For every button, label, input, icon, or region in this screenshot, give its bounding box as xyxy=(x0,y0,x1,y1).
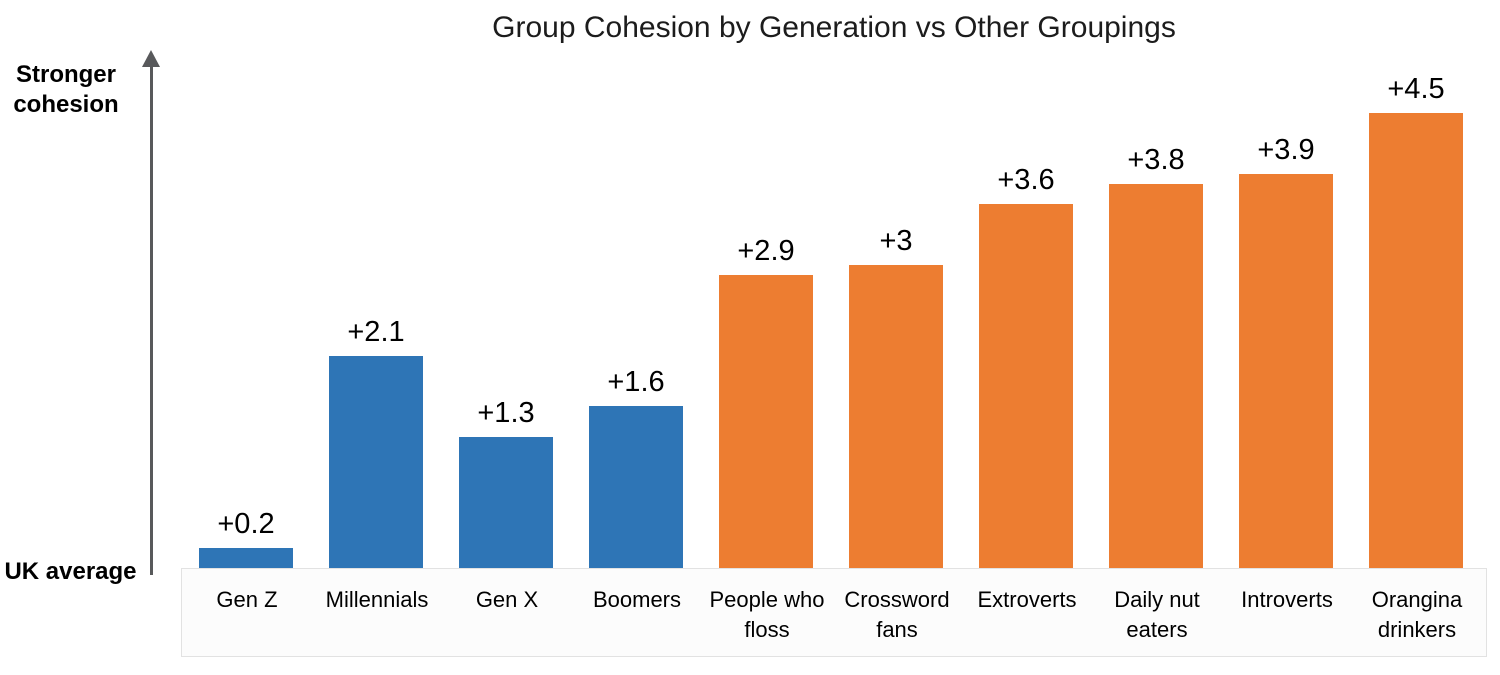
bar-extroverts xyxy=(979,204,1073,568)
chart-title: Group Cohesion by Generation vs Other Gr… xyxy=(492,11,1176,44)
category-label: People who floss xyxy=(709,587,825,642)
y-axis-line xyxy=(150,64,153,575)
y-axis-baseline-label: UK average xyxy=(4,558,137,585)
bar-crossword-fans xyxy=(849,265,943,568)
category-label: Orangina drinkers xyxy=(1371,587,1463,642)
category-label: Gen X xyxy=(475,587,539,612)
category-label: Introverts xyxy=(1241,587,1333,612)
category-label: Daily nut eaters xyxy=(1114,587,1200,642)
bar-value-label: +4.5 xyxy=(1387,73,1445,105)
category-strip: Gen Z Millennials Gen X Boomers People who f… xyxy=(181,568,1487,657)
bar-people-who-floss xyxy=(719,275,813,568)
category-label: Boomers xyxy=(592,587,682,612)
bar-gen-x xyxy=(459,437,553,568)
bar-value-label: +0.2 xyxy=(217,508,275,540)
bar-daily-nut-eaters xyxy=(1109,184,1203,568)
bar-orangina-drinkers xyxy=(1369,113,1463,568)
bar-introverts xyxy=(1239,174,1333,568)
bar-value-label: +3.9 xyxy=(1257,134,1315,166)
up-arrow-icon xyxy=(142,50,160,67)
bar-value-label: +2.1 xyxy=(347,316,405,348)
category-label: Gen Z xyxy=(216,587,278,612)
bar-gen-z xyxy=(199,548,293,568)
bar-value-label: +3.6 xyxy=(997,164,1055,196)
bar-value-label: +3.8 xyxy=(1127,144,1185,176)
bar-value-label: +1.6 xyxy=(607,366,665,398)
bar-value-label: +1.3 xyxy=(477,397,535,429)
category-label: Millennials xyxy=(325,587,429,612)
category-label: Crossword fans xyxy=(844,587,950,642)
category-label: Extroverts xyxy=(977,587,1077,612)
bar-value-label: +3 xyxy=(879,225,913,257)
plot-area: +0.2 +2.1 +1.3 +1.6 +2.9 +3 +3.6 +3.8 +3.9 +4.5 xyxy=(181,0,1487,568)
bar-millennials xyxy=(329,356,423,568)
bar-value-label: +2.9 xyxy=(737,235,795,267)
bar-boomers xyxy=(589,406,683,568)
y-axis-top-label: Stronger cohesion xyxy=(13,61,119,118)
